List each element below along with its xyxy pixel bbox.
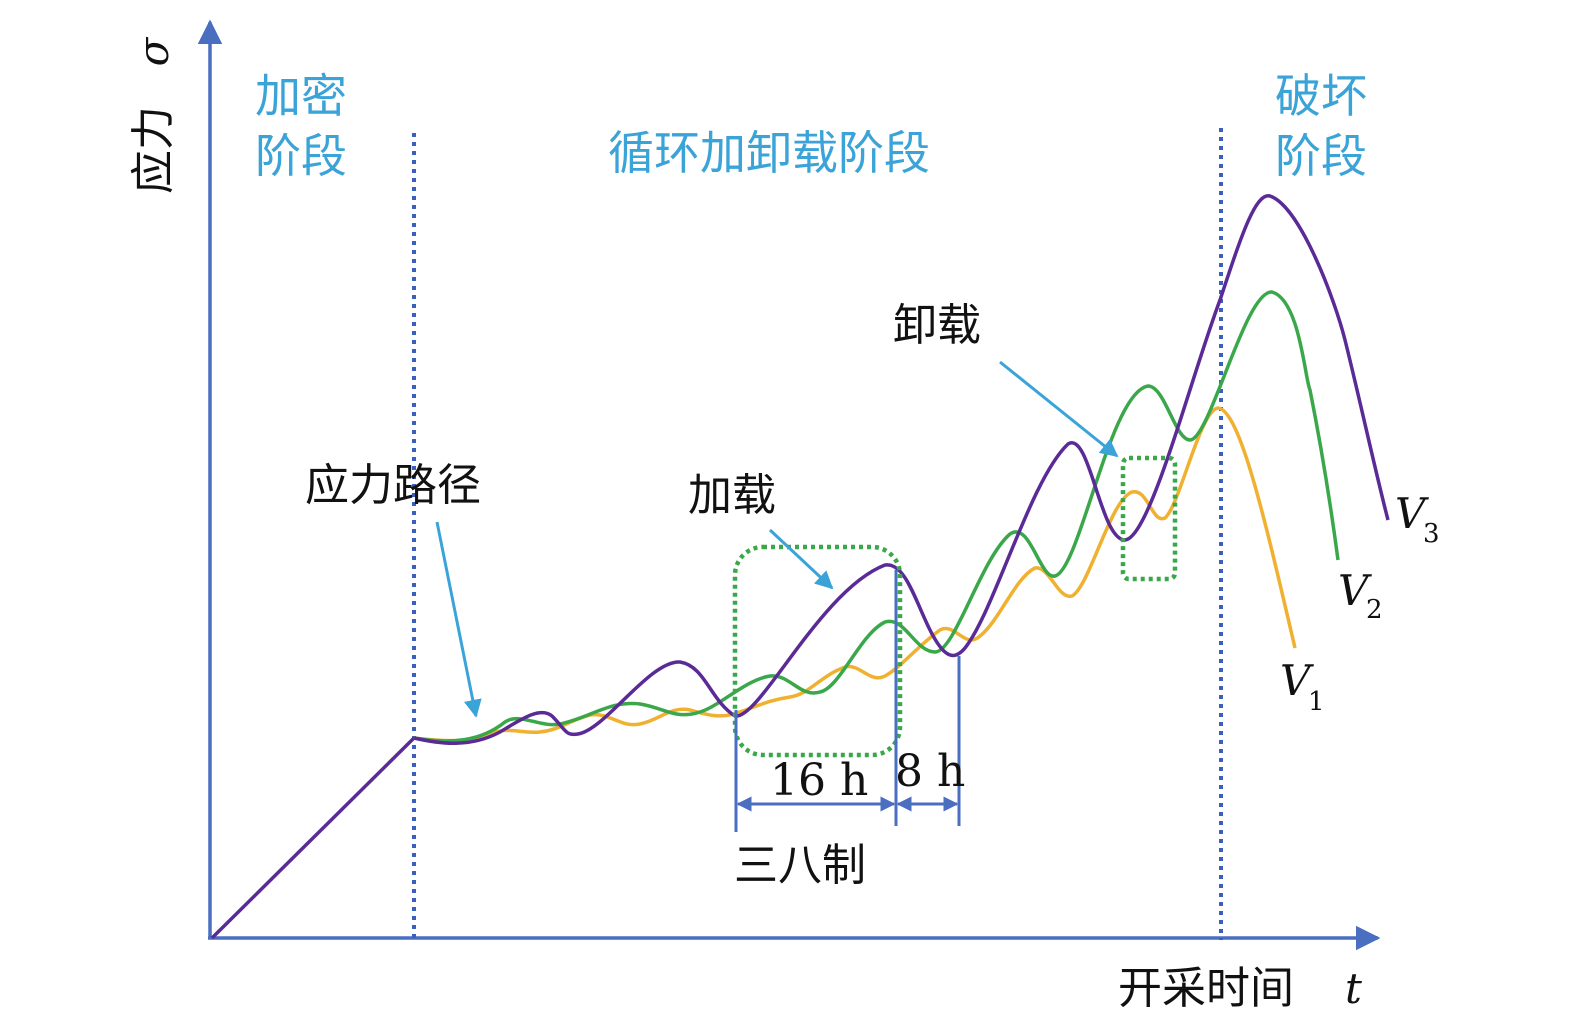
series-label-v3: V <box>1395 489 1429 538</box>
curve-v3 <box>413 194 1390 745</box>
dim-label-16h: 16 h <box>770 755 868 806</box>
stage-cyclic: 循环加卸载阶段 <box>608 126 930 180</box>
loading-arrow <box>768 528 834 590</box>
stage-densification-line1: 加密 <box>255 69 347 123</box>
unloading-highlight-box <box>1120 455 1178 582</box>
three-shift-label: 三八制 <box>734 840 866 891</box>
loading-label: 加载 <box>688 470 776 521</box>
y-axis-label: 应力 <box>128 106 179 194</box>
series-sub-v1: 1 <box>1308 687 1325 717</box>
stage-densification-line2: 阶段 <box>255 129 347 183</box>
curve-v2 <box>413 290 1340 743</box>
stress-path-arrow <box>435 521 482 718</box>
stage-failure-line2: 阶段 <box>1275 129 1367 183</box>
series-label-v1: V <box>1280 656 1314 705</box>
x-axis-symbol: t <box>1345 964 1362 1013</box>
series-sub-v3: 3 <box>1423 519 1440 549</box>
curve-v1 <box>413 406 1297 743</box>
stress-path-label: 应力路径 <box>305 460 481 511</box>
loading-highlight-box <box>732 544 903 758</box>
series-label-v2: V <box>1338 566 1372 615</box>
dim-label-8h: 8 h <box>895 746 965 797</box>
x-axis-label: 开采时间 <box>1118 963 1294 1014</box>
series-sub-v2: 2 <box>1366 595 1383 625</box>
unloading-label: 卸载 <box>893 300 981 351</box>
stage-failure-line1: 破坏 <box>1275 69 1367 123</box>
initial-loading-path <box>210 736 416 940</box>
y-axis-symbol: σ <box>129 36 178 66</box>
unloading-arrow <box>999 360 1119 458</box>
